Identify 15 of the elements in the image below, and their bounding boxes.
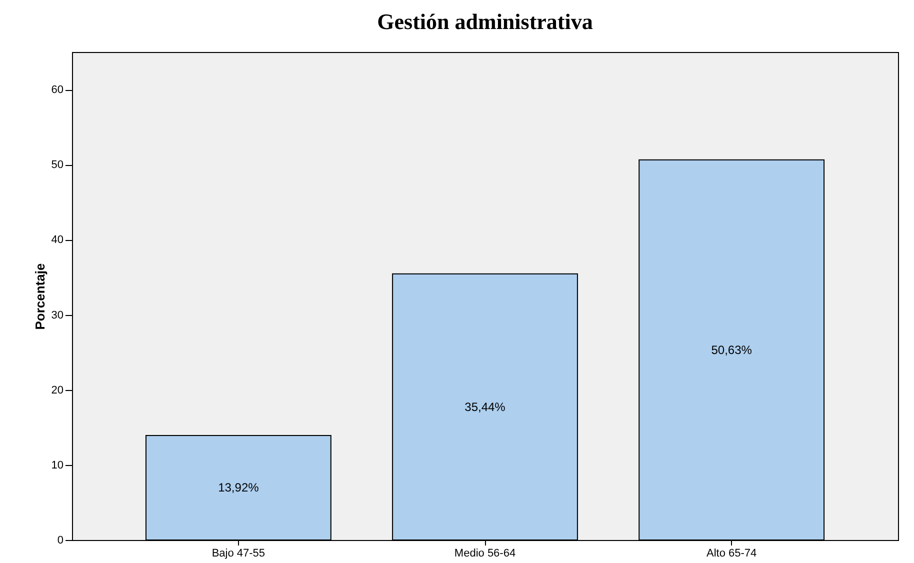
y-tick-label: 10 <box>51 459 64 472</box>
y-tick-label: 30 <box>51 309 64 322</box>
y-tick-label: 40 <box>51 234 64 246</box>
y-tick-label: 0 <box>57 534 64 546</box>
x-tick-label: Medio 56-64 <box>454 548 516 560</box>
y-tick-label: 20 <box>51 384 64 396</box>
data-label: 35,44% <box>464 400 506 414</box>
y-tick-label: 60 <box>51 84 64 96</box>
y-tick-label: 50 <box>51 159 64 172</box>
data-label: 50,63% <box>711 342 752 357</box>
x-tick-label: Bajo 47-55 <box>212 548 266 560</box>
chart-title: Gestión administrativa <box>377 9 593 34</box>
y-axis-title: Porcentaje <box>32 263 48 330</box>
data-label: 13,92% <box>218 480 260 495</box>
x-tick-label: Alto 65-74 <box>706 548 757 560</box>
